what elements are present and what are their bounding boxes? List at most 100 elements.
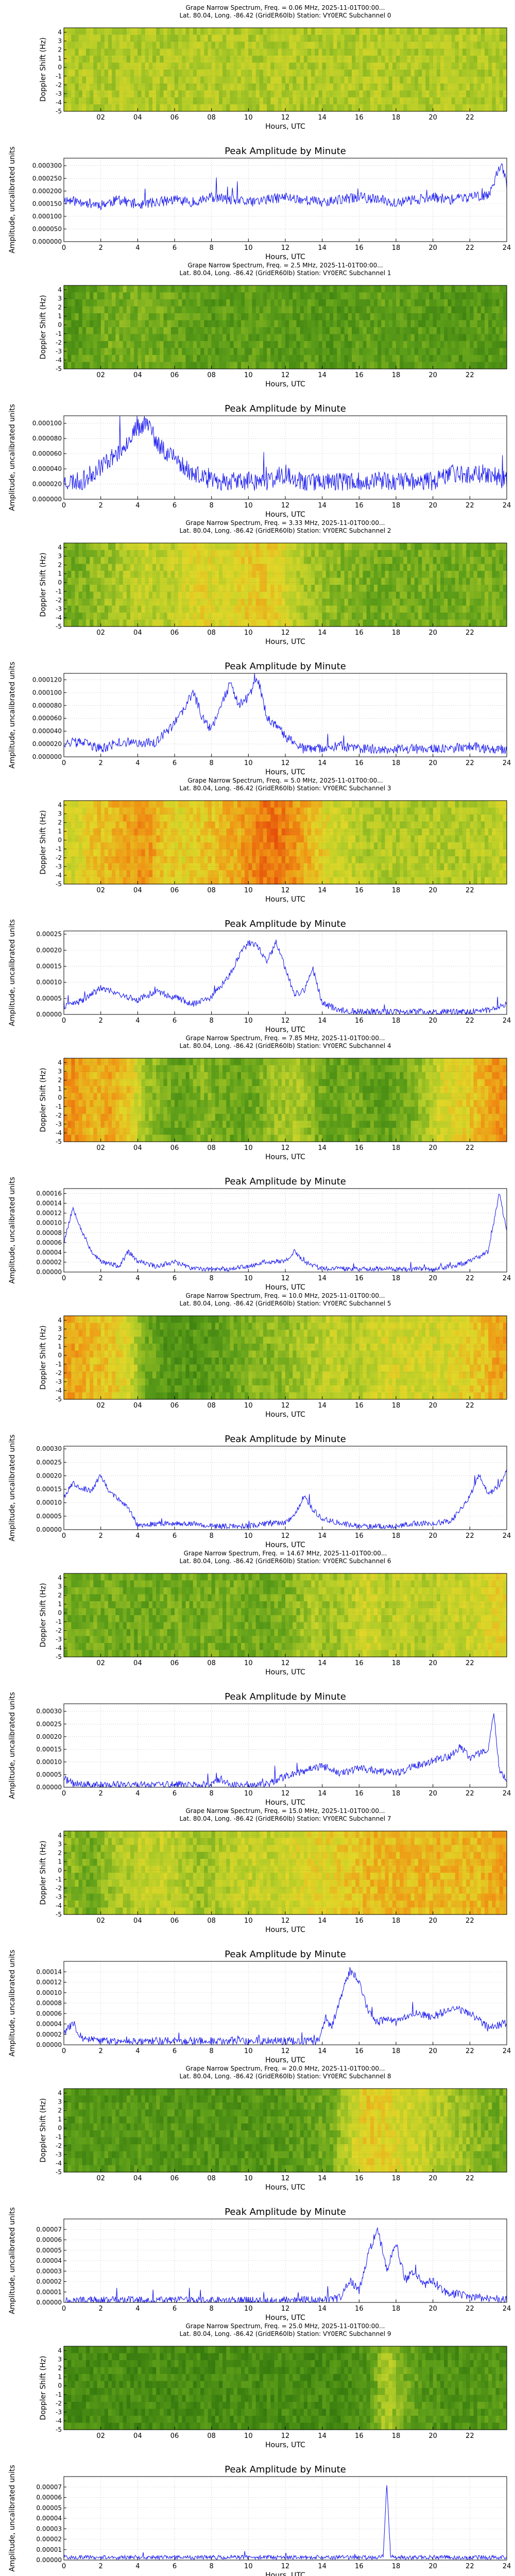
heatmap-cell	[215, 56, 219, 63]
heatmap-cell	[241, 299, 245, 307]
heatmap-cell	[252, 605, 256, 613]
heatmap-cell	[100, 571, 105, 579]
heatmap-cell	[436, 334, 441, 342]
heatmap-cell	[410, 557, 415, 565]
heatmap-cell	[458, 550, 463, 557]
heatmap-cell	[208, 599, 212, 606]
heatmap-cell	[219, 28, 223, 36]
heatmap-cell	[425, 557, 430, 565]
heatmap-cell	[170, 76, 175, 84]
heatmap-cell	[348, 299, 352, 307]
heatmap-cell	[337, 557, 341, 565]
heatmap-cell	[455, 550, 459, 557]
heatmap-cell	[448, 557, 452, 565]
x-axis-label: Hours, UTC	[265, 768, 305, 776]
heatmap-cell	[130, 578, 134, 585]
heatmap-cell	[458, 97, 463, 105]
heatmap-cell	[252, 348, 256, 355]
heatmap-cell	[359, 285, 364, 293]
heatmap-cell	[148, 362, 153, 369]
heatmap-cell	[374, 299, 378, 307]
heatmap-cell	[138, 815, 142, 822]
heatmap-cell	[322, 48, 327, 56]
heatmap-cell	[148, 334, 153, 342]
heatmap-cell	[126, 599, 131, 606]
heatmap-cell	[396, 341, 400, 349]
heatmap-cell	[204, 550, 209, 557]
heatmap-cell	[178, 355, 182, 363]
heatmap-cell	[112, 564, 116, 571]
heatmap-cell	[259, 292, 264, 300]
heatmap-cell	[359, 28, 364, 36]
heatmap-cell	[108, 828, 112, 836]
heatmap-cell	[93, 613, 98, 620]
heatmap-cell	[263, 334, 267, 342]
heatmap-cell	[451, 56, 456, 63]
heatmap-cell	[503, 599, 507, 606]
heatmap-cell	[325, 28, 330, 36]
heatmap-cell	[281, 362, 286, 369]
heatmap-cell	[255, 327, 260, 335]
heatmap-cell	[97, 292, 101, 300]
heatmap-cell	[492, 605, 496, 613]
heatmap-cell	[64, 564, 68, 571]
heatmap-cell	[230, 334, 234, 342]
heatmap-cell	[296, 42, 301, 49]
heatmap-cell	[503, 327, 507, 335]
heatmap-cell	[138, 306, 142, 314]
heatmap-cell	[119, 856, 124, 864]
heatmap-cell	[170, 585, 175, 592]
heatmap-cell	[182, 299, 186, 307]
heatmap-cell	[433, 348, 437, 355]
heatmap-cell	[352, 104, 356, 112]
heatmap-cell	[340, 320, 345, 328]
heatmap-cell	[352, 42, 356, 49]
heatmap-cell	[86, 599, 90, 606]
heatmap-cell	[366, 564, 371, 571]
heatmap-cell	[100, 292, 105, 300]
heatmap-cell	[499, 605, 504, 613]
heatmap-cell	[492, 571, 496, 579]
heatmap-cell	[285, 543, 289, 551]
heatmap-cell	[466, 543, 470, 551]
heatmap-cell	[293, 578, 297, 585]
heatmap-cell	[67, 70, 72, 77]
heatmap-cell	[141, 619, 146, 627]
heatmap-cell	[363, 83, 367, 91]
heatmap-cell	[219, 76, 223, 84]
heatmap-cell	[433, 571, 437, 579]
heatmap-cell	[108, 877, 112, 885]
heatmap-cell	[485, 97, 489, 105]
heatmap-cell	[237, 348, 242, 355]
heatmap-cell	[348, 578, 352, 585]
heatmap-cell	[112, 801, 116, 808]
heatmap-cell	[148, 543, 153, 551]
heatmap-cell	[303, 104, 308, 112]
heatmap-cell	[108, 48, 112, 56]
heatmap-cell	[303, 42, 308, 49]
heatmap-cell	[193, 306, 197, 314]
heatmap-cell	[296, 76, 301, 84]
heatmap-cell	[425, 299, 430, 307]
heatmap-cell	[115, 821, 120, 829]
heatmap-cell	[182, 313, 186, 321]
heatmap-cell	[104, 613, 109, 620]
heatmap-cell	[451, 599, 456, 606]
heatmap-cell	[385, 62, 389, 70]
heatmap-cell	[407, 362, 411, 369]
heatmap-cell	[130, 90, 134, 98]
heatmap-cell	[204, 571, 209, 579]
heatmap-cell	[480, 42, 485, 49]
heatmap-cell	[281, 28, 286, 36]
heatmap-cell	[425, 83, 430, 91]
heatmap-cell	[145, 870, 149, 878]
heatmap-cell	[152, 355, 157, 363]
heatmap-cell	[285, 564, 289, 571]
heatmap-cell	[185, 90, 190, 98]
heatmap-cell	[363, 585, 367, 592]
heatmap-cell	[451, 28, 456, 36]
heatmap-cell	[160, 299, 164, 307]
y-tick-label: 0.000250	[32, 175, 62, 182]
heatmap-cell	[97, 313, 101, 321]
heatmap-cell	[119, 341, 124, 349]
